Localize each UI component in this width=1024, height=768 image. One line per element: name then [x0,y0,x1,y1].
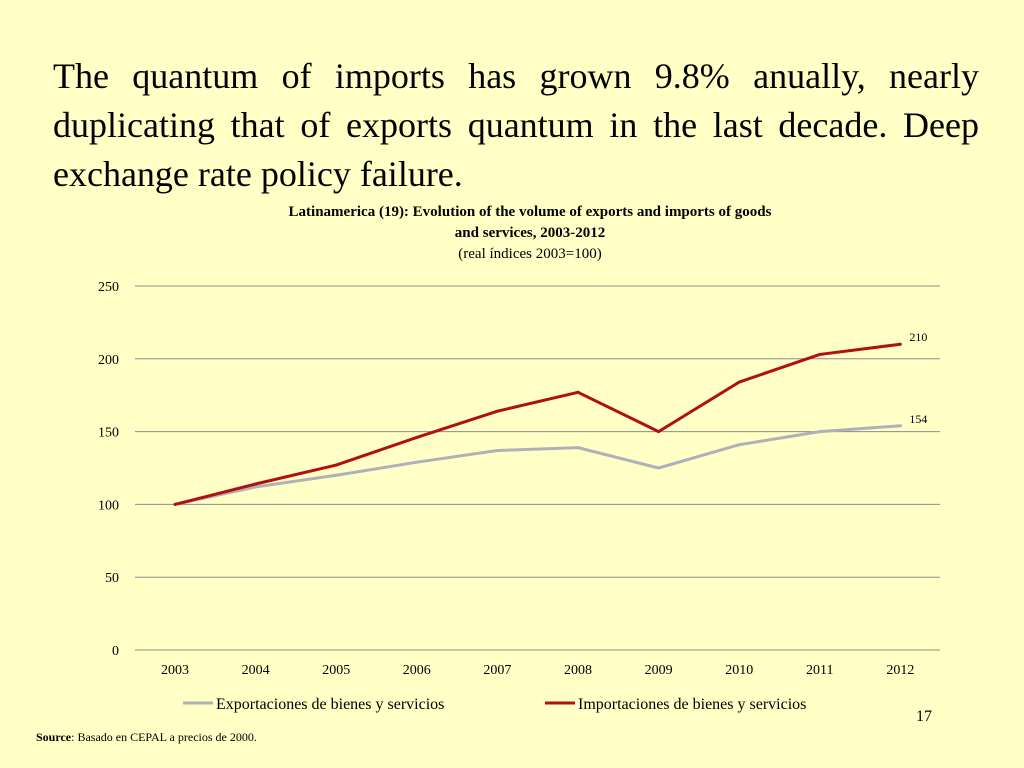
legend-label: Importaciones de bienes y servicios [578,696,806,713]
legend-label: Exportaciones de bienes y servicios [216,696,444,713]
data-point [576,390,580,394]
data-point [495,409,499,413]
source-text: : Basado en CEPAL a precios de 2000. [71,730,257,744]
x-tick-label: 2012 [886,663,914,678]
data-point [334,463,338,467]
data-point [495,449,499,453]
data-point [898,342,902,346]
page-number: 17 [916,708,932,725]
data-point [415,460,419,464]
source-label: Source [36,730,72,744]
data-point [657,430,661,434]
slide-headline: The quantum of imports has grown 9.8% an… [53,56,979,194]
data-point [737,443,741,447]
x-tick-label: 2006 [403,663,431,678]
chart-subtitle: (real índices 2003=100) [458,246,602,262]
x-tick-label: 2007 [483,663,511,678]
series-line-exports [174,424,901,506]
data-point [173,502,177,506]
x-tick-label: 2008 [564,663,592,678]
y-tick-label: 0 [112,644,119,659]
series-line-imports [174,342,901,506]
chart-title-line1: Latinamerica (19): Evolution of the volu… [288,204,772,220]
y-tick-label: 250 [98,280,119,295]
data-point [576,446,580,450]
data-point [334,473,338,477]
x-tick-label: 2005 [322,663,350,678]
y-tick-label: 150 [98,426,119,441]
data-point [737,380,741,384]
data-point [818,352,822,356]
x-tick-label: 2004 [242,663,270,678]
data-point [254,482,258,486]
y-tick-label: 50 [105,571,119,586]
data-point [657,466,661,470]
x-tick-label: 2010 [725,663,753,678]
y-tick-label: 200 [98,353,119,368]
data-label: 154 [909,412,927,426]
data-point [254,485,258,489]
x-tick-label: 2009 [645,663,673,678]
x-tick-label: 2003 [161,663,189,678]
x-tick-label: 2011 [806,663,833,678]
source-note: Source: Basado en CEPAL a precios de 200… [36,730,257,745]
y-tick-label: 100 [98,498,119,513]
chart-title-line2: and services, 2003-2012 [454,225,606,241]
chart-title-block: Latinamerica (19): Evolution of the volu… [150,202,910,265]
data-label: 210 [909,330,927,344]
data-point [898,424,902,428]
data-point [415,435,419,439]
data-point [818,430,822,434]
